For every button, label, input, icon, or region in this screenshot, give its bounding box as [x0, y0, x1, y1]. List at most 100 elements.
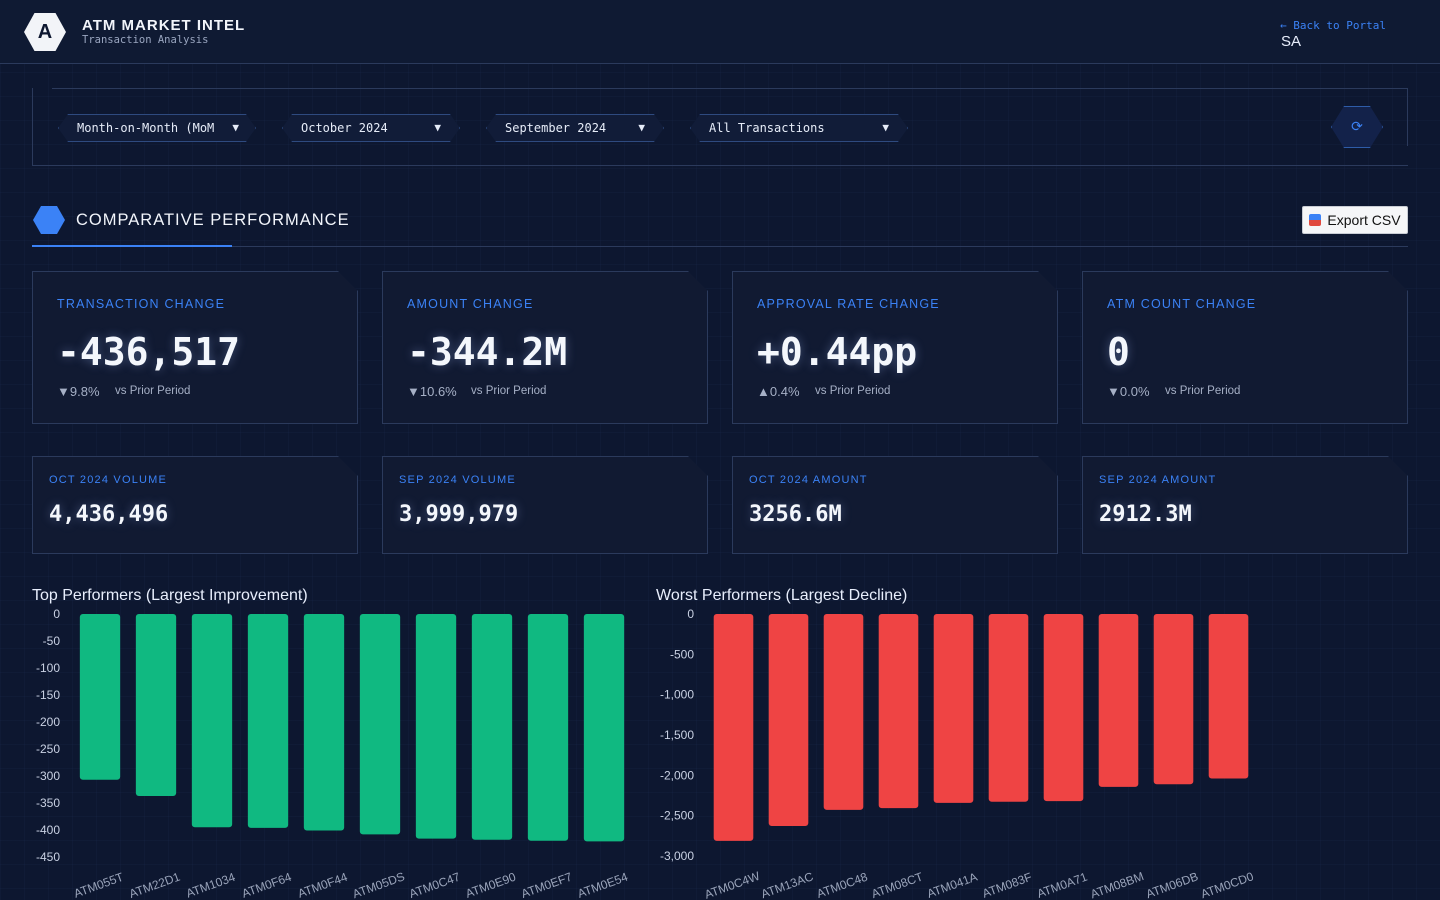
kpi-delta: ▼10.6% — [407, 384, 457, 399]
stat-card-sep-amount: SEP 2024 AMOUNT 2912.3M — [1082, 456, 1408, 554]
y-tick-label: -1,000 — [660, 688, 694, 702]
user-avatar[interactable]: SA — [1281, 33, 1302, 50]
y-tick-label: 0 — [53, 607, 60, 621]
y-tick-label: -400 — [36, 823, 60, 837]
bar-ATM08BM[interactable] — [1098, 614, 1139, 787]
bar-ATM05DS[interactable] — [359, 614, 401, 835]
x-tick-label: ATM0E54 — [576, 870, 630, 900]
bar-ATM083F[interactable] — [988, 614, 1029, 802]
stat-label: OCT 2024 VOLUME — [49, 474, 168, 486]
bar-ATM0E54[interactable] — [583, 614, 625, 842]
current-period-value: October 2024 — [301, 121, 388, 135]
y-tick-label: -250 — [36, 742, 60, 756]
bar-ATM0A71[interactable] — [1043, 614, 1084, 802]
bar-ATM08CT[interactable] — [878, 614, 919, 809]
app-logo: A — [24, 13, 66, 51]
comparison-select[interactable]: Month-on-Month (MoM ▼ — [58, 114, 256, 142]
stat-label: SEP 2024 AMOUNT — [1099, 474, 1217, 486]
worst-performers-chart-title: Worst Performers (Largest Decline) — [656, 587, 908, 604]
stat-card-oct-amount: OCT 2024 AMOUNT 3256.6M — [732, 456, 1058, 554]
export-csv-button[interactable]: Export CSV — [1302, 206, 1408, 234]
section-title: COMPARATIVE PERFORMANCE — [76, 211, 350, 229]
export-icon — [1309, 214, 1322, 226]
stat-card-oct-volume: OCT 2024 VOLUME 4,436,496 — [32, 456, 358, 554]
bar-ATM0C47[interactable] — [415, 614, 457, 839]
stat-value: 3,999,979 — [399, 502, 519, 527]
y-tick-label: -300 — [36, 769, 60, 783]
kpi-card-approval-rate-change: APPROVAL RATE CHANGE +0.44pp ▲0.4% vs Pr… — [732, 271, 1058, 424]
y-tick-label: -350 — [36, 796, 60, 810]
y-tick-label: -50 — [43, 634, 61, 648]
chevron-down-icon: ▼ — [638, 121, 645, 134]
refresh-icon: ⟳ — [1351, 119, 1363, 135]
kpi-label: TRANSACTION CHANGE — [57, 297, 226, 311]
top-performers-chart: 0 -50 -100 -150 -200 -250 -300 -350 -400 -450 ATM0… — [36, 607, 630, 900]
filter-bar-border — [52, 88, 1408, 89]
bar-ATM22D1[interactable] — [135, 614, 177, 796]
stat-value: 4,436,496 — [49, 502, 169, 527]
chevron-down-icon: ▼ — [434, 121, 441, 134]
bar-ATM0CD0[interactable] — [1208, 614, 1249, 779]
app-header: A ATM MARKET INTEL Transaction Analysis … — [0, 0, 1440, 64]
kpi-value: +0.44pp — [757, 330, 918, 374]
x-tick-label: ATM0A71 — [1035, 870, 1089, 900]
x-tick-label: ATM05DS — [351, 869, 407, 900]
bar-ATM06DB[interactable] — [1153, 614, 1194, 785]
bar-ATM0E90[interactable] — [471, 614, 513, 840]
kpi-delta: ▲0.4% — [757, 384, 800, 399]
bar-ATM0C48[interactable] — [823, 614, 864, 810]
x-tick-label: ATM0CD0 — [1199, 869, 1256, 900]
export-csv-label: Export CSV — [1327, 212, 1401, 228]
y-tick-label: -200 — [36, 715, 60, 729]
bar-ATM13AC[interactable] — [768, 614, 809, 826]
bar-ATM041A[interactable] — [933, 614, 974, 803]
y-tick-label: -2,000 — [660, 768, 694, 782]
kpi-comparison-note: vs Prior Period — [471, 385, 547, 397]
x-tick-label: ATM13AC — [759, 869, 815, 900]
x-tick-label: ATM1034 — [184, 870, 237, 900]
x-tick-label: ATM0F64 — [240, 870, 294, 900]
x-tick-label: ATM0E90 — [464, 870, 518, 900]
x-tick-label: ATM0C47 — [407, 869, 462, 900]
kpi-label: ATM COUNT CHANGE — [1107, 297, 1257, 311]
x-tick-label: ATM0F44 — [296, 870, 350, 900]
bar-ATM0F64[interactable] — [247, 614, 289, 828]
top-performers-chart-title: Top Performers (Largest Improvement) — [32, 587, 308, 604]
current-period-select[interactable]: October 2024 ▼ — [282, 114, 460, 142]
section-hex-icon — [33, 206, 65, 234]
chevron-down-icon: ▼ — [232, 121, 239, 134]
filter-bar — [32, 88, 1408, 166]
back-to-portal-link[interactable]: ← Back to Portal — [1280, 19, 1386, 32]
section-accent-line — [32, 245, 232, 247]
x-tick-label: ATM22D1 — [127, 869, 182, 900]
kpi-label: AMOUNT CHANGE — [407, 297, 534, 311]
kpi-card-atm-count-change: ATM COUNT CHANGE 0 ▼0.0% vs Prior Period — [1082, 271, 1408, 424]
stat-value: 3256.6M — [749, 502, 842, 527]
bar-ATM1034[interactable] — [191, 614, 233, 828]
bar-ATM0C4W[interactable] — [713, 614, 754, 841]
comparison-select-value: Month-on-Month (MoM — [77, 121, 215, 135]
worst-performers-chart: 0 -500 -1,000 -1,500 -2,000 -2,500 -3,000 ATM0C… — [660, 607, 1256, 900]
kpi-comparison-note: vs Prior Period — [1165, 385, 1241, 397]
stat-label: OCT 2024 AMOUNT — [749, 474, 868, 486]
kpi-value: 0 — [1107, 330, 1130, 374]
bar-ATM0F44[interactable] — [303, 614, 345, 831]
x-tick-label: ATM0C48 — [815, 869, 870, 900]
y-tick-label: -1,500 — [660, 728, 694, 742]
x-tick-label: ATM08CT — [869, 869, 925, 900]
y-tick-label: 0 — [687, 607, 694, 621]
kpi-delta: ▼9.8% — [57, 384, 100, 399]
kpi-value: -344.2M — [407, 330, 568, 374]
bar-ATM0EF7[interactable] — [527, 614, 569, 841]
chevron-down-icon: ▼ — [882, 121, 889, 134]
bar-ATM055T[interactable] — [79, 614, 121, 780]
transaction-type-select[interactable]: All Transactions ▼ — [690, 114, 908, 142]
prior-period-select[interactable]: September 2024 ▼ — [486, 114, 664, 142]
kpi-card-amount-change: AMOUNT CHANGE -344.2M ▼10.6% vs Prior Pe… — [382, 271, 708, 424]
transaction-type-value: All Transactions — [709, 121, 825, 135]
section-divider — [32, 246, 1408, 247]
kpi-comparison-note: vs Prior Period — [815, 385, 891, 397]
kpi-label: APPROVAL RATE CHANGE — [757, 297, 940, 311]
x-tick-label: ATM08BM — [1089, 869, 1146, 900]
y-tick-label: -100 — [36, 661, 60, 675]
